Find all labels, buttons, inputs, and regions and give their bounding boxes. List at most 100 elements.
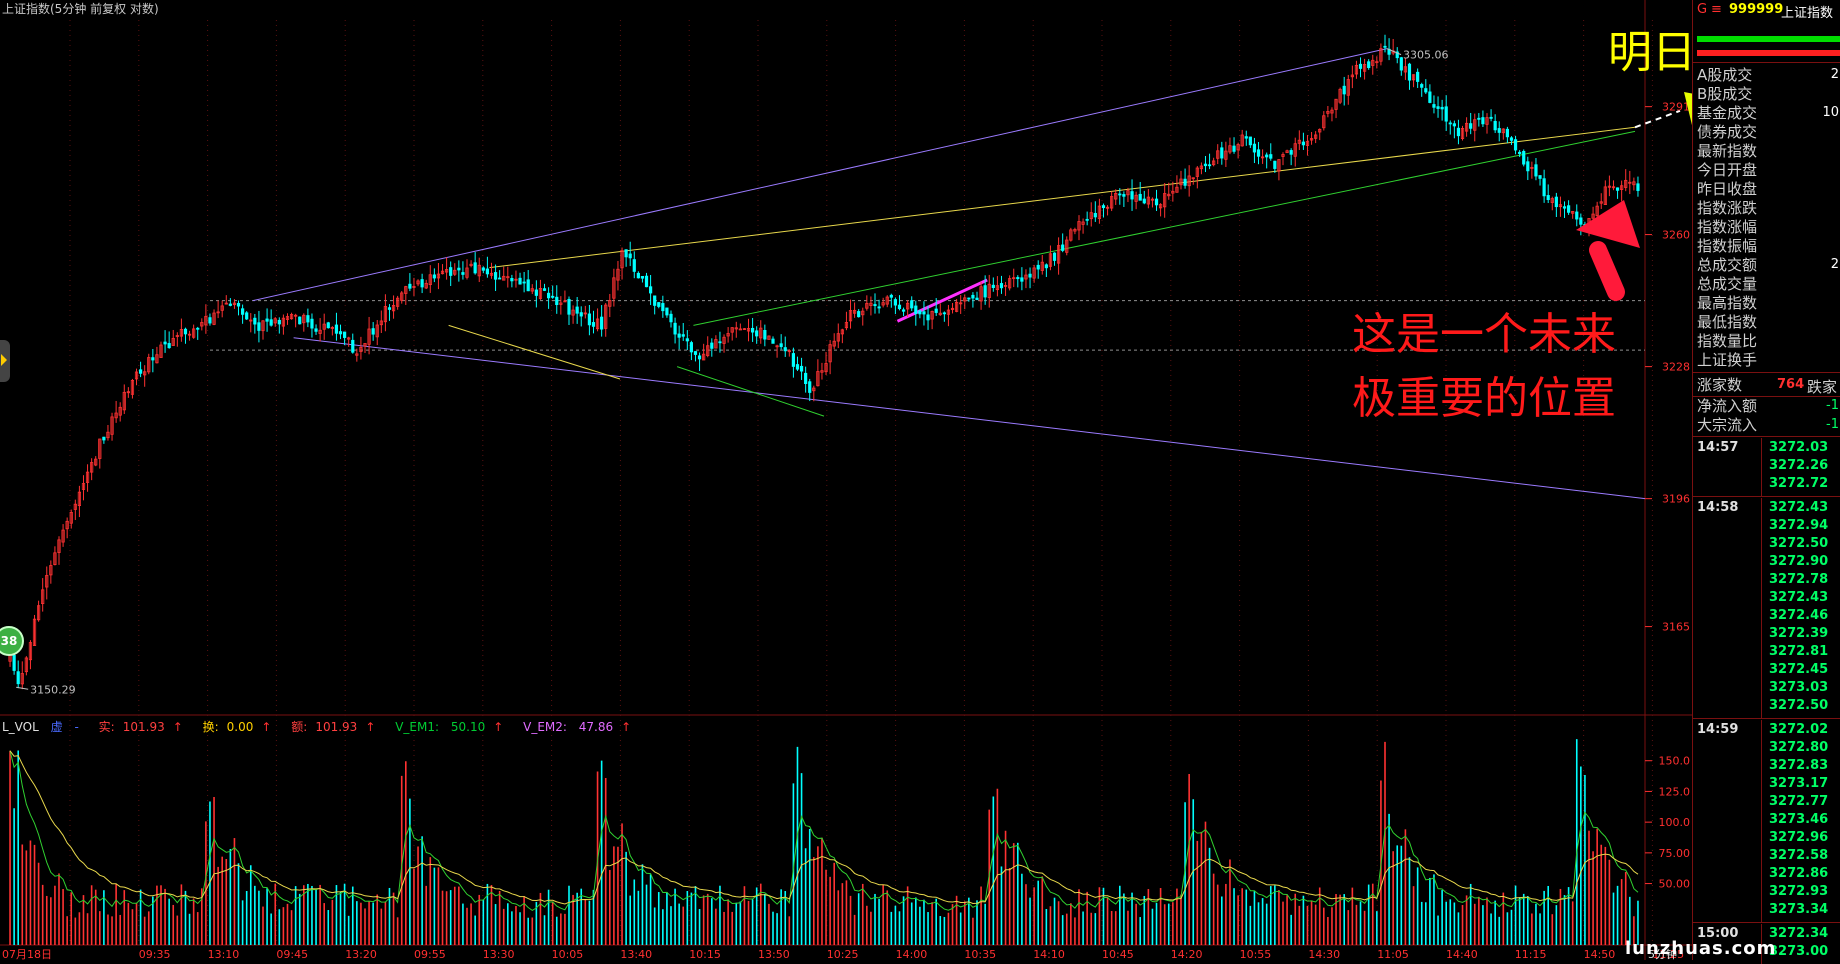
candle-body: [1424, 88, 1428, 93]
panel-index-name: 上证指数: [1781, 6, 1834, 21]
candle-body: [457, 267, 461, 271]
candle-body: [1020, 277, 1024, 282]
candle-body: [118, 406, 122, 416]
candle-body: [1179, 178, 1183, 186]
candle-body: [555, 296, 559, 305]
tick-price: 3272.45: [1769, 662, 1829, 677]
tick-column-divider: [1761, 720, 1762, 922]
candle-body: [322, 323, 326, 330]
panel-stat-label: 指数涨跌: [1697, 199, 1758, 217]
candle-body: [1579, 217, 1583, 225]
candle-body: [45, 575, 49, 588]
candle-body: [37, 605, 41, 621]
candle-body: [677, 333, 681, 338]
volume-tick-label: 50.00: [1659, 878, 1691, 891]
candle-body: [73, 503, 77, 510]
candle-body: [906, 302, 910, 310]
candle-body: [1240, 134, 1244, 147]
candle-body: [816, 371, 820, 387]
block-inflow-value: -1: [1826, 417, 1839, 432]
candle-body: [706, 345, 710, 356]
panel-bar-red: [1697, 50, 1840, 56]
candle-body: [530, 288, 534, 292]
candle-body: [885, 296, 889, 305]
candle-body: [1032, 267, 1036, 279]
candle-body: [844, 322, 849, 329]
candle-body: [518, 277, 522, 285]
side-collapse-handle[interactable]: [0, 340, 10, 382]
round-badge[interactable]: 38: [0, 626, 24, 656]
tick-price: 3272.78: [1769, 572, 1829, 587]
tick-time: 15:00: [1697, 926, 1739, 941]
candle-body: [657, 302, 661, 307]
candle-body: [514, 278, 518, 281]
candle-body: [1314, 134, 1318, 139]
candle-body: [1624, 179, 1628, 188]
candle-body: [351, 339, 355, 353]
candle-body: [155, 354, 159, 364]
watermark-text: lunzhuas.com: [1625, 938, 1777, 959]
panel-stat-row: 最高指数: [1693, 294, 1840, 312]
tick-price: 3273.46: [1769, 812, 1829, 827]
panel-stat-row: 债券成交: [1693, 123, 1840, 141]
candle-body: [616, 268, 620, 281]
candle-body: [28, 642, 33, 661]
panel-stat-label: 今日开盘: [1697, 161, 1758, 179]
candle-body: [1293, 143, 1297, 157]
candle-body: [204, 315, 208, 326]
vol-legend-item: V_EM1: 50.10 ↑: [395, 720, 504, 734]
candle-body: [1273, 160, 1277, 169]
volume-axis: 150.0 125.0 100.0 75.00 50.00: [1645, 755, 1690, 891]
candle-body: [808, 381, 812, 393]
candle-body: [681, 334, 685, 337]
candle-body: [1354, 64, 1359, 75]
vol-legend-item: 换: 0.00 ↑: [202, 720, 272, 734]
candle-body: [771, 338, 775, 344]
candle-body: [1371, 59, 1375, 66]
trendline-lower-channel: [293, 337, 1646, 500]
panel-stat-row: A股成交 2: [1693, 66, 1840, 84]
yellow-arrow-head: [1684, 92, 1692, 126]
panel-stat-row: B股成交: [1693, 85, 1840, 103]
menu-icon[interactable]: ≡: [1711, 2, 1722, 17]
candle-body: [1440, 106, 1444, 110]
period-label: 5分钟: [1648, 947, 1677, 960]
candle-body: [1526, 161, 1530, 172]
candle-body: [828, 344, 832, 363]
candle-body: [485, 268, 490, 275]
tick-price: 3272.43: [1769, 500, 1829, 515]
candle-body: [571, 309, 575, 316]
candle-body: [1154, 198, 1159, 206]
candle-body: [779, 343, 783, 348]
candle-body: [1297, 139, 1301, 144]
candle-body: [836, 333, 840, 342]
tick-column-divider: [1761, 924, 1762, 964]
candle-body: [1542, 178, 1546, 197]
panel-stat-label: 昨日收盘: [1697, 180, 1758, 198]
candle-body: [57, 539, 61, 553]
candle-body: [1436, 106, 1440, 109]
high-pointer: [1386, 48, 1402, 56]
panel-stat-value: 10: [1822, 105, 1839, 120]
candle-body: [1497, 128, 1501, 133]
candle-body: [314, 328, 318, 332]
candle-body: [192, 328, 196, 338]
trendline-projection: [1634, 109, 1681, 129]
candle-body: [628, 253, 632, 259]
candle-body: [179, 329, 183, 337]
candle-body: [742, 328, 747, 331]
candle-body: [751, 327, 755, 333]
tick-group-divider: [1693, 922, 1840, 923]
candle-body: [1003, 285, 1008, 287]
trendline-magenta: [896, 278, 988, 323]
price-tick-label: 3228: [1662, 361, 1690, 374]
red-arrow-head: [1576, 200, 1640, 248]
tick-price: 3273.17: [1769, 776, 1829, 791]
candle-body: [877, 306, 881, 309]
candle-body: [579, 312, 583, 317]
candle-body: [110, 416, 114, 435]
candle-body: [334, 324, 339, 334]
tick-price: 3272.96: [1769, 830, 1829, 845]
price-chart[interactable]: 3291 3260 3228 3196 3165 3305.06 3150.29 150.0…: [0, 0, 1692, 960]
candle-body: [216, 311, 220, 314]
